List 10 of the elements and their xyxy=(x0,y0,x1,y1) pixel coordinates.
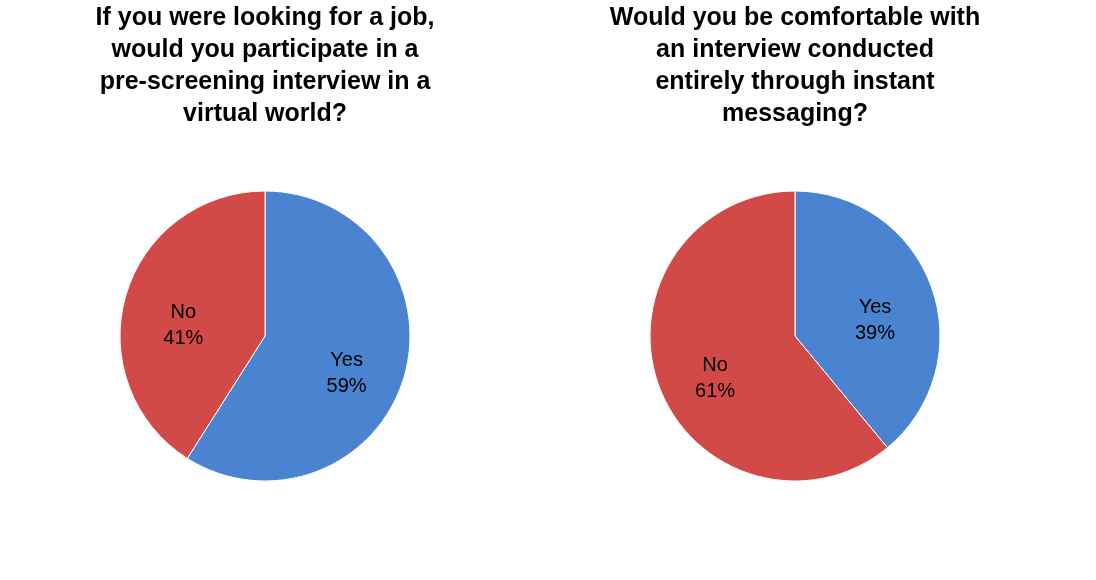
chart-title: If you were looking for a job, would you participate in a pre-screening interview in a virtual world? xyxy=(95,2,435,126)
chart-title: Would you be comfortable with an interview conducted entirely through instant messaging? xyxy=(609,2,981,126)
slice-label: Yes xyxy=(330,347,363,370)
slice-label: Yes xyxy=(858,295,892,318)
data-label: 61% xyxy=(695,378,736,401)
data-label: 39% xyxy=(854,321,896,344)
data-label: 41% xyxy=(163,326,204,349)
data-label: 59% xyxy=(326,373,367,396)
slice-label: No xyxy=(170,300,197,323)
slice-label: No xyxy=(702,352,728,375)
